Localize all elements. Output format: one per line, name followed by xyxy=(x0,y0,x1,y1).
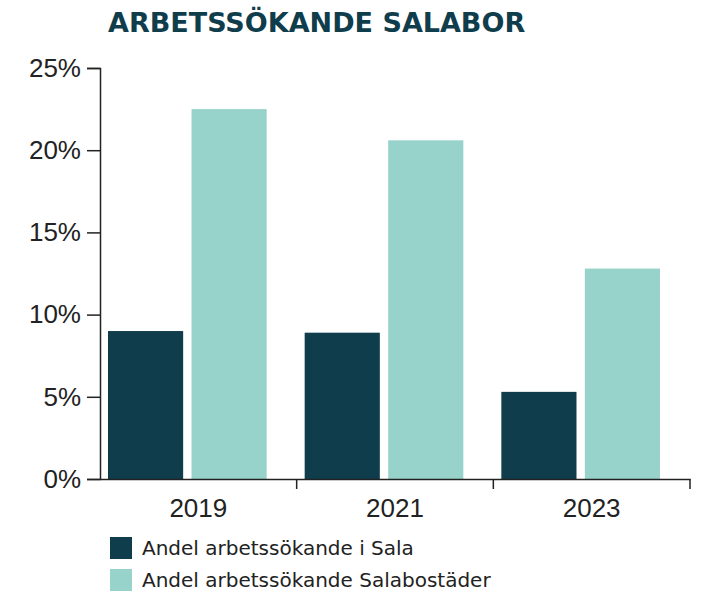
bar xyxy=(305,333,380,479)
bar xyxy=(108,331,183,479)
y-tick-mark xyxy=(87,68,100,70)
y-tick-label: 15% xyxy=(29,217,81,247)
x-tick: 2021 xyxy=(366,479,424,523)
y-tick: 0% xyxy=(43,464,100,494)
y-tick-mark xyxy=(87,232,100,234)
y-tick: 5% xyxy=(43,382,100,412)
y-tick-mark xyxy=(87,397,100,399)
y-tick-label: 0% xyxy=(43,464,81,494)
legend-label: Andel arbetssökande i Sala xyxy=(142,536,414,560)
legend: Andel arbetssökande i Sala Andel arbetssö… xyxy=(110,536,491,592)
y-tick-mark xyxy=(87,150,100,152)
x-tick-label: 2023 xyxy=(563,493,621,523)
legend-swatch xyxy=(110,569,132,591)
group-separator xyxy=(689,479,691,489)
y-tick-mark xyxy=(87,479,100,481)
bar xyxy=(585,269,660,479)
x-axis-line xyxy=(101,479,691,481)
chart-container: ARBETSSÖKANDE SALABOR 0% 5% 10% 15% 20% 25% 201… xyxy=(0,0,709,596)
y-tick: 25% xyxy=(29,53,100,83)
group-separator xyxy=(296,479,298,489)
x-tick: 2023 xyxy=(563,479,621,523)
y-tick: 15% xyxy=(29,217,100,247)
y-tick-label: 25% xyxy=(29,53,81,83)
group-separator xyxy=(493,479,495,489)
x-tick: 2019 xyxy=(169,479,227,523)
legend-label: Andel arbetssökande Salabostäder xyxy=(142,568,491,592)
y-axis: 0% 5% 10% 15% 20% 25% xyxy=(29,53,101,494)
chart: ARBETSSÖKANDE SALABOR 0% 5% 10% 15% 20% 25% 201… xyxy=(0,0,709,596)
x-axis: 2019 2021 2023 xyxy=(101,479,691,523)
title: ARBETSSÖKANDE SALABOR xyxy=(108,6,525,38)
bar xyxy=(388,140,463,479)
y-tick-label: 20% xyxy=(29,135,81,165)
y-tick: 10% xyxy=(29,299,100,329)
bar xyxy=(501,392,576,479)
legend-swatch xyxy=(110,537,132,559)
y-tick-label: 10% xyxy=(29,299,81,329)
y-tick: 20% xyxy=(29,135,100,165)
bar xyxy=(192,109,267,479)
x-tick-label: 2021 xyxy=(366,493,424,523)
y-axis-line xyxy=(87,69,101,480)
y-tick-mark xyxy=(87,314,100,316)
y-tick-label: 5% xyxy=(43,382,81,412)
bars xyxy=(108,109,660,479)
x-tick-label: 2019 xyxy=(169,493,227,523)
